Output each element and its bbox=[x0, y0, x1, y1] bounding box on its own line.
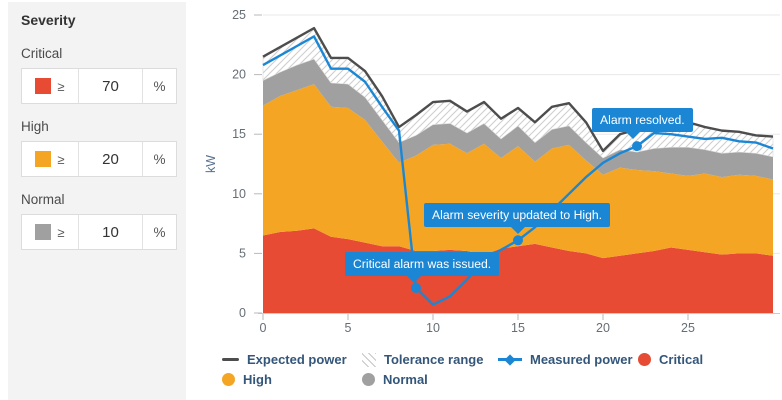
chart-legend: Expected power Tolerance range Measured … bbox=[186, 352, 782, 398]
high-threshold-row: ≥ % bbox=[21, 141, 177, 177]
normal-unit-label: % bbox=[142, 215, 176, 249]
svg-text:20: 20 bbox=[232, 68, 246, 82]
power-chart[interactable]: 0 5 10 15 20 25 0 5 10 15 20 25 kW bbox=[0, 0, 782, 345]
critical-color-swatch bbox=[35, 78, 52, 94]
legend-expected-power[interactable]: Expected power bbox=[222, 352, 347, 367]
critical-label: Critical bbox=[21, 46, 63, 61]
svg-text:5: 5 bbox=[239, 246, 246, 260]
critical-unit-label: % bbox=[142, 69, 176, 103]
tolerance-range-hatch-icon bbox=[362, 352, 376, 367]
measured-power-line-icon bbox=[498, 353, 522, 366]
svg-text:10: 10 bbox=[232, 187, 246, 201]
svg-text:10: 10 bbox=[426, 321, 440, 335]
annotation-severity-updated: Alarm severity updated to High. bbox=[424, 203, 611, 234]
legend-normal[interactable]: Normal bbox=[362, 372, 428, 387]
annotation-critical-alarm: Critical alarm was issued. bbox=[345, 252, 500, 283]
high-unit-label: % bbox=[142, 142, 176, 176]
severity-panel: Severity Critical ≥ % High ≥ bbox=[8, 2, 186, 400]
annotation-alarm-resolved: Alarm resolved. bbox=[592, 108, 693, 139]
legend-tolerance-range[interactable]: Tolerance range bbox=[362, 352, 483, 367]
critical-threshold-input[interactable] bbox=[79, 69, 142, 103]
svg-text:20: 20 bbox=[596, 321, 610, 335]
severity-group-critical: Critical ≥ % bbox=[21, 46, 177, 104]
svg-text:25: 25 bbox=[232, 8, 246, 22]
expected-power-line-icon bbox=[222, 358, 239, 361]
high-color-swatch bbox=[35, 151, 52, 167]
svg-text:15: 15 bbox=[511, 321, 525, 335]
high-dot-icon bbox=[222, 373, 235, 386]
legend-critical[interactable]: Critical bbox=[638, 352, 703, 367]
svg-text:5: 5 bbox=[345, 321, 352, 335]
critical-dot-icon bbox=[638, 353, 651, 366]
svg-text:kW: kW bbox=[204, 155, 218, 173]
normal-threshold-input[interactable] bbox=[79, 215, 142, 249]
gte-operator: ≥ bbox=[57, 224, 65, 240]
legend-measured-power[interactable]: Measured power bbox=[498, 352, 633, 367]
svg-text:25: 25 bbox=[681, 321, 695, 335]
gte-operator: ≥ bbox=[57, 151, 65, 167]
gte-operator: ≥ bbox=[57, 78, 65, 94]
critical-threshold-row: ≥ % bbox=[21, 68, 177, 104]
severity-title: Severity bbox=[21, 12, 76, 28]
svg-text:15: 15 bbox=[232, 127, 246, 141]
normal-color-swatch bbox=[35, 224, 52, 240]
severity-group-high: High ≥ % bbox=[21, 119, 177, 177]
svg-text:0: 0 bbox=[239, 306, 246, 320]
severity-group-normal: Normal ≥ % bbox=[21, 192, 177, 250]
svg-text:0: 0 bbox=[260, 321, 267, 335]
legend-high[interactable]: High bbox=[222, 372, 272, 387]
normal-dot-icon bbox=[362, 373, 375, 386]
normal-threshold-row: ≥ % bbox=[21, 214, 177, 250]
normal-label: Normal bbox=[21, 192, 65, 207]
high-threshold-input[interactable] bbox=[79, 142, 142, 176]
high-label: High bbox=[21, 119, 49, 134]
